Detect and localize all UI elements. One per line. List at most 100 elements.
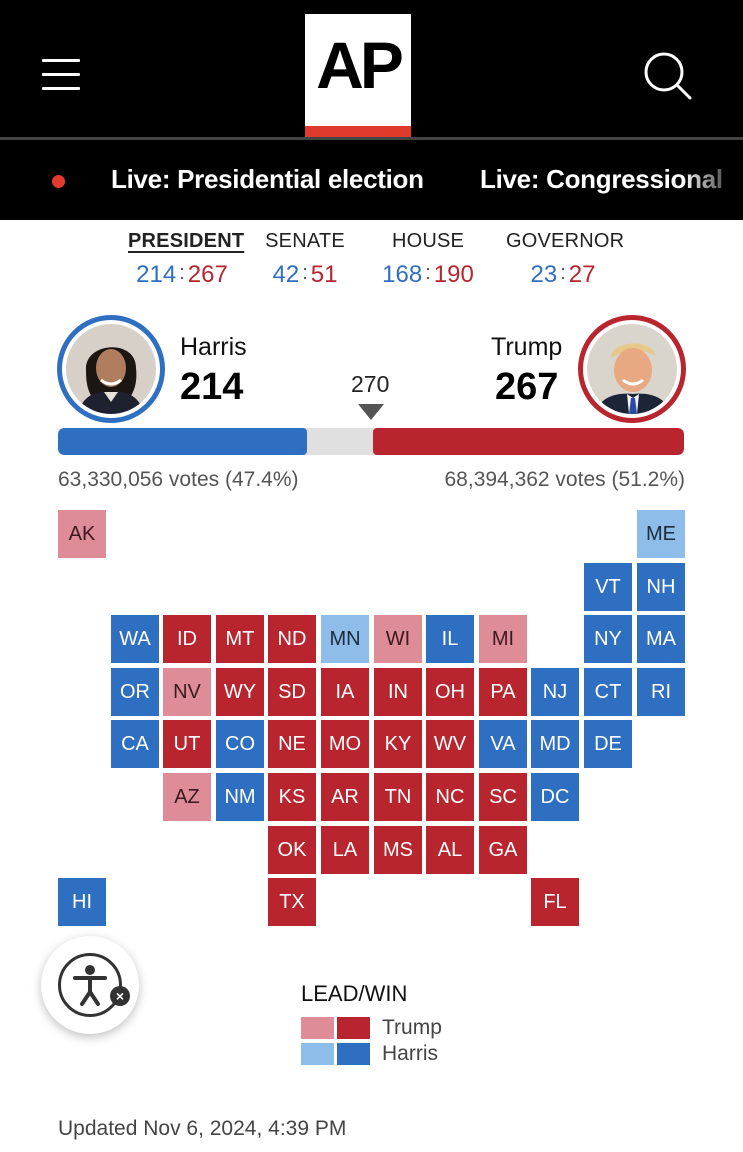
live-link-presidential[interactable]: Live: Presidential election [111, 164, 424, 194]
state-tile-oh[interactable]: OH [426, 668, 474, 716]
state-tile-la[interactable]: LA [321, 826, 369, 874]
harris-avatar [57, 315, 165, 423]
rep-score: 267 [187, 261, 228, 288]
state-tile-nv[interactable]: NV [163, 668, 211, 716]
state-tile-ri[interactable]: RI [637, 668, 685, 716]
trump-bar-fill [373, 428, 684, 455]
live-news-strip: Live: Presidential election Live: Congre… [0, 140, 743, 220]
header-divider [0, 137, 743, 140]
state-tile-tn[interactable]: TN [374, 773, 422, 821]
legend-trump-lead-swatch [301, 1017, 334, 1039]
site-header: AP [0, 0, 743, 138]
harris-total: 214 [180, 366, 244, 408]
logo-text: AP [316, 28, 404, 102]
state-tile-wv[interactable]: WV [426, 720, 474, 768]
state-tile-ca[interactable]: CA [111, 720, 159, 768]
legend-trump-win-swatch [337, 1017, 370, 1039]
harris-votes: 63,330,056 votes (47.4%) [58, 468, 299, 491]
tab-label: HOUSE [391, 230, 465, 252]
state-tile-hi[interactable]: HI [58, 878, 106, 926]
trump-avatar [578, 315, 686, 423]
legend-trump-label: Trump [382, 1016, 442, 1039]
state-tile-ar[interactable]: AR [321, 773, 369, 821]
state-tile-nm[interactable]: NM [216, 773, 264, 821]
harris-name: Harris [180, 333, 247, 361]
threshold-label: 270 [351, 371, 390, 397]
state-tile-wi[interactable]: WI [374, 615, 422, 663]
harris-photo [66, 324, 156, 414]
state-tile-id[interactable]: ID [163, 615, 211, 663]
state-tile-mn[interactable]: MN [321, 615, 369, 663]
state-tile-ia[interactable]: IA [321, 668, 369, 716]
state-tile-co[interactable]: CO [216, 720, 264, 768]
dem-score: 23 [530, 261, 558, 288]
hamburger-menu-icon[interactable] [42, 59, 80, 91]
close-icon[interactable]: × [110, 986, 130, 1006]
threshold-arrow-icon [358, 404, 384, 420]
state-tile-az[interactable]: AZ [163, 773, 211, 821]
trump-name: Trump [491, 333, 563, 361]
state-tile-ct[interactable]: CT [584, 668, 632, 716]
tab-score: 214:267 [136, 261, 228, 288]
state-tile-nc[interactable]: NC [426, 773, 474, 821]
state-tile-al[interactable]: AL [426, 826, 474, 874]
state-tile-ma[interactable]: MA [637, 615, 685, 663]
state-tile-ok[interactable]: OK [268, 826, 316, 874]
state-tile-ne[interactable]: NE [268, 720, 316, 768]
tab-label: SENATE [265, 230, 345, 252]
tab-president[interactable]: PRESIDENT 214:267 [128, 230, 244, 289]
dem-score: 42 [272, 261, 300, 288]
rep-score: 51 [310, 261, 338, 288]
state-tile-sd[interactable]: SD [268, 668, 316, 716]
accessibility-icon [58, 953, 122, 1017]
trump-votes: 68,394,362 votes (51.2%) [444, 468, 686, 491]
state-tile-me[interactable]: ME [637, 510, 685, 558]
trump-total: 267 [495, 366, 559, 408]
state-tile-or[interactable]: OR [111, 668, 159, 716]
legend-harris-win-swatch [337, 1043, 370, 1065]
state-tile-va[interactable]: VA [479, 720, 527, 768]
state-tile-il[interactable]: IL [426, 615, 474, 663]
state-tile-ks[interactable]: KS [268, 773, 316, 821]
state-tile-ky[interactable]: KY [374, 720, 422, 768]
state-tile-ga[interactable]: GA [479, 826, 527, 874]
state-tile-nj[interactable]: NJ [531, 668, 579, 716]
state-tile-ny[interactable]: NY [584, 615, 632, 663]
state-tile-in[interactable]: IN [374, 668, 422, 716]
state-tile-de[interactable]: DE [584, 720, 632, 768]
harris-bar-fill [58, 428, 307, 455]
legend-harris-label: Harris [382, 1042, 438, 1065]
tab-score: 42:51 [272, 261, 338, 288]
state-tile-nd[interactable]: ND [268, 615, 316, 663]
state-tile-wy[interactable]: WY [216, 668, 264, 716]
state-tile-ms[interactable]: MS [374, 826, 422, 874]
legend-harris-lead-swatch [301, 1043, 334, 1065]
state-tile-wa[interactable]: WA [111, 615, 159, 663]
live-link-congressional[interactable]: Live: Congressional [480, 164, 723, 194]
state-tile-mt[interactable]: MT [216, 615, 264, 663]
state-tile-tx[interactable]: TX [268, 878, 316, 926]
logo-accent-bar [305, 126, 411, 138]
state-tile-ut[interactable]: UT [163, 720, 211, 768]
tab-governor[interactable]: GOVERNOR 23:27 [506, 230, 624, 289]
live-dot-icon [52, 175, 65, 188]
state-tile-fl[interactable]: FL [531, 878, 579, 926]
accessibility-button[interactable]: × [41, 936, 139, 1034]
updated-timestamp: Updated Nov 6, 2024, 4:39 PM [58, 1117, 347, 1140]
state-tile-md[interactable]: MD [531, 720, 579, 768]
search-icon[interactable] [640, 51, 696, 101]
ap-logo[interactable]: AP [305, 14, 411, 138]
state-tile-pa[interactable]: PA [479, 668, 527, 716]
state-tile-vt[interactable]: VT [584, 563, 632, 611]
tab-senate[interactable]: SENATE 42:51 [262, 230, 348, 289]
rep-score: 190 [433, 261, 474, 288]
tab-house[interactable]: HOUSE 168:190 [376, 230, 480, 289]
state-tile-sc[interactable]: SC [479, 773, 527, 821]
electoral-vote-bar [58, 428, 684, 455]
state-tile-nh[interactable]: NH [637, 563, 685, 611]
state-tile-mi[interactable]: MI [479, 615, 527, 663]
state-tile-ak[interactable]: AK [58, 510, 106, 558]
state-tile-mo[interactable]: MO [321, 720, 369, 768]
tab-score: 23:27 [530, 261, 596, 288]
state-tile-dc[interactable]: DC [531, 773, 579, 821]
